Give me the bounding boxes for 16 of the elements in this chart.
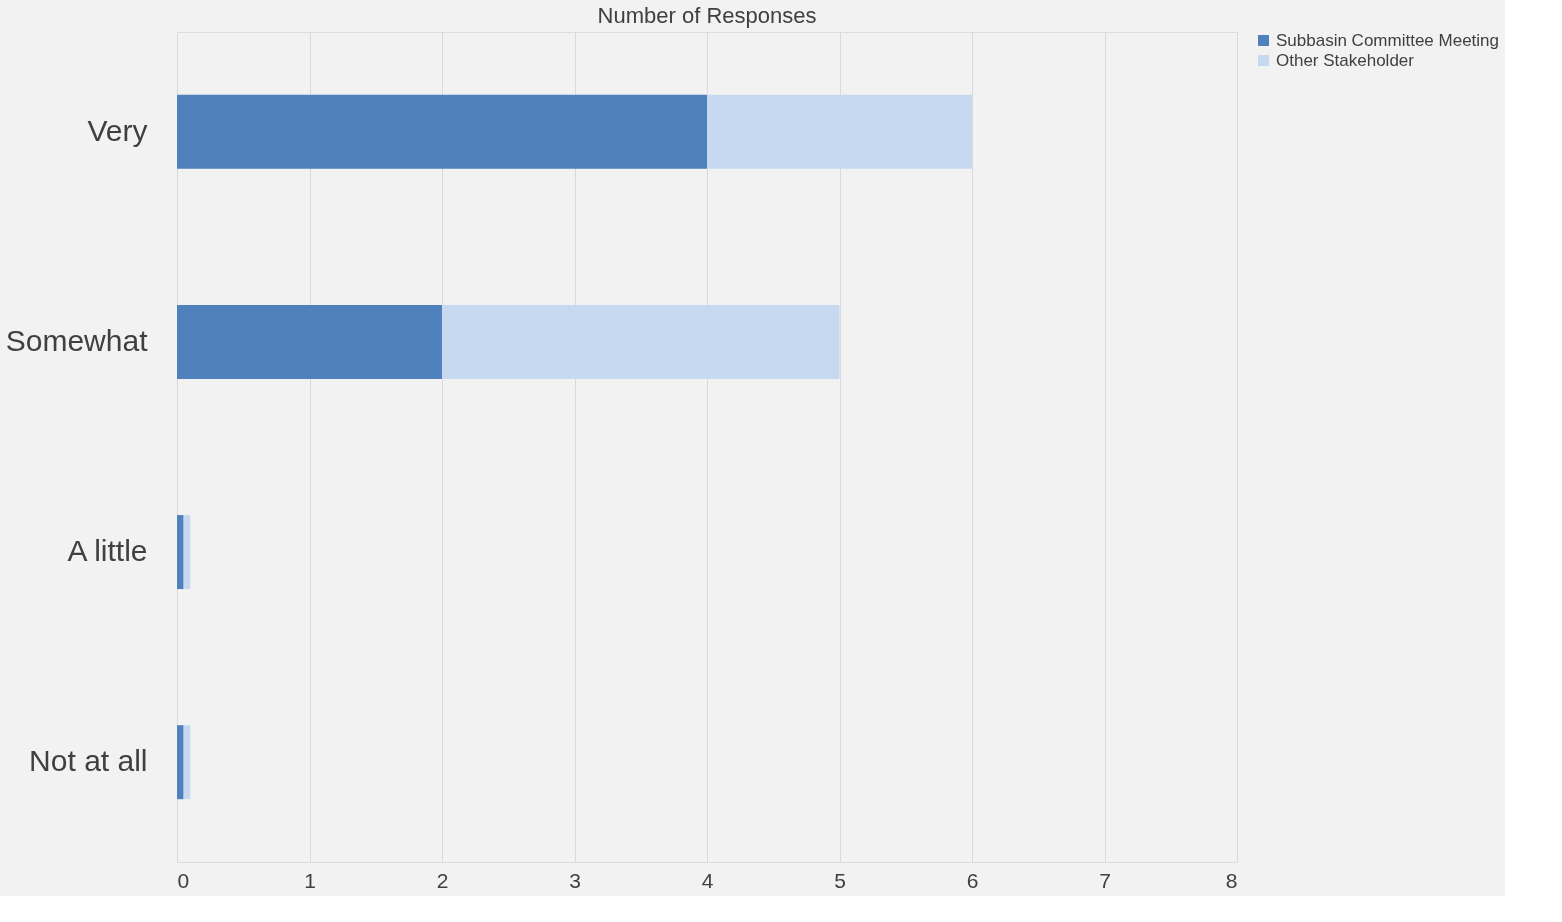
x-tick-label: 6: [966, 868, 979, 892]
y-tick-label: Very: [87, 113, 148, 147]
x-tick-label: 7: [1099, 868, 1111, 892]
y-tick-label: A little: [67, 534, 148, 568]
x-tick-label: 2: [436, 868, 449, 892]
x-tick-label: 0: [177, 868, 190, 892]
x-tick-label: 5: [834, 868, 846, 892]
x-tick-label: 1: [304, 868, 316, 892]
legend-label: Subbasin Committee Meeting: [1276, 30, 1500, 50]
legend-label: Other Stakeholder: [1276, 50, 1415, 70]
x-tick-label: 8: [1225, 868, 1238, 892]
y-tick-label: Not at all: [29, 744, 148, 778]
x-tick-label: 4: [701, 868, 714, 892]
chart-title: Number of Responses: [597, 3, 817, 28]
x-tick-label: 3: [569, 868, 581, 892]
y-tick-label: Somewhat: [5, 323, 149, 357]
